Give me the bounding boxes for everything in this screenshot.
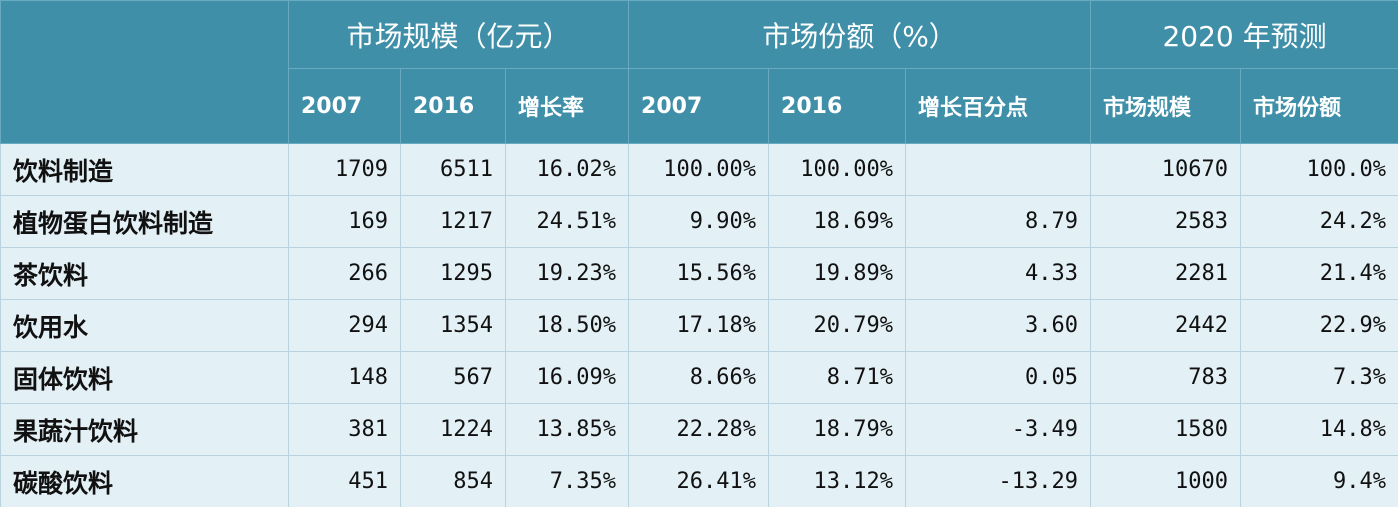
table-cell: 20.79%	[768, 299, 907, 352]
table-cell: 854	[400, 455, 506, 507]
table-cell: 24.51%	[504, 195, 630, 248]
table-cell: 266	[288, 247, 401, 300]
table-cell: 294	[288, 299, 401, 352]
table-cell: 19.89%	[768, 247, 907, 300]
table-cell: -13.29	[905, 455, 1092, 507]
table-cell: 1000	[1090, 455, 1242, 507]
group-header: 市场规模（亿元）	[287, 0, 630, 69]
table-cell: 1354	[400, 299, 506, 352]
table-cell: 2442	[1090, 299, 1242, 352]
table-cell: 8.79	[905, 195, 1092, 248]
table-cell: -3.49	[905, 403, 1092, 456]
column-header: 2007	[288, 68, 401, 144]
table-cell: 10670	[1090, 143, 1242, 196]
table-cell: 3.60	[905, 299, 1092, 352]
table-row: 碳酸饮料 451 854 7.35% 26.41% 13.12% -13.29 1000 9.4…	[0, 455, 1398, 507]
table-row: 果蔬汁饮料 381 1224 13.85% 22.28% 18.79% -3.49 1580 1…	[0, 403, 1398, 456]
column-header: 市场规模	[1090, 68, 1242, 144]
table-cell: 8.66%	[628, 351, 770, 404]
table-cell: 783	[1090, 351, 1242, 404]
table-cell: 24.2%	[1240, 195, 1398, 248]
table-cell: 26.41%	[628, 455, 770, 507]
table-cell: 7.3%	[1240, 351, 1398, 404]
table-cell: 21.4%	[1240, 247, 1398, 300]
table-cell: 169	[288, 195, 401, 248]
table-cell: 7.35%	[504, 455, 630, 507]
table-cell: 16.02%	[504, 143, 630, 196]
table-cell: 18.69%	[768, 195, 907, 248]
table-cell: 19.23%	[504, 247, 630, 300]
column-header: 增长率	[504, 68, 630, 144]
table-cell: 9.90%	[628, 195, 770, 248]
table-cell: 451	[288, 455, 401, 507]
table-row: 植物蛋白饮料制造 169 1217 24.51% 9.90% 18.69% 8.79 2583…	[0, 195, 1398, 248]
table-cell: 100.00%	[768, 143, 907, 196]
column-header: 市场份额	[1240, 68, 1398, 144]
table-cell: 148	[288, 351, 401, 404]
table-cell: 0.05	[905, 351, 1092, 404]
row-label: 果蔬汁饮料	[0, 403, 289, 456]
table-row: 固体饮料 148 567 16.09% 8.66% 8.71% 0.05 783 7.3%	[0, 351, 1398, 404]
column-header: 2007	[628, 68, 770, 144]
table-cell: 100.00%	[628, 143, 770, 196]
table-cell: 18.50%	[504, 299, 630, 352]
table-cell: 22.28%	[628, 403, 770, 456]
table-cell: 381	[288, 403, 401, 456]
table-cell: 22.9%	[1240, 299, 1398, 352]
group-header: 2020 年预测	[1090, 0, 1398, 69]
table-cell: 4.33	[905, 247, 1092, 300]
table-cell	[905, 143, 1092, 196]
table-cell: 2281	[1090, 247, 1242, 300]
table-row: 饮料制造 1709 6511 16.02% 100.00% 100.00% 10670 100…	[0, 143, 1398, 196]
table-cell: 567	[400, 351, 506, 404]
table-cell: 8.71%	[768, 351, 907, 404]
row-label: 茶饮料	[0, 247, 289, 300]
column-header: 增长百分点	[905, 68, 1092, 144]
table-cell: 13.85%	[504, 403, 630, 456]
table-cell: 1709	[288, 143, 401, 196]
row-label: 碳酸饮料	[0, 455, 289, 507]
row-label: 饮料制造	[0, 143, 289, 196]
row-label: 饮用水	[0, 299, 289, 352]
table-cell: 6511	[400, 143, 506, 196]
group-header: 市场份额（%）	[628, 0, 1092, 69]
table-cell: 100.0%	[1240, 143, 1398, 196]
corner-cell	[0, 0, 289, 144]
table-cell: 2583	[1090, 195, 1242, 248]
row-label: 固体饮料	[0, 351, 289, 404]
row-label: 植物蛋白饮料制造	[0, 195, 289, 248]
table-cell: 14.8%	[1240, 403, 1398, 456]
column-header: 2016	[400, 68, 506, 144]
table-cell: 15.56%	[628, 247, 770, 300]
table-row: 茶饮料 266 1295 19.23% 15.56% 19.89% 4.33 2281 21.4…	[0, 247, 1398, 300]
table-row: 饮用水 294 1354 18.50% 17.18% 20.79% 3.60 2442 22.9…	[0, 299, 1398, 352]
table-cell: 17.18%	[628, 299, 770, 352]
table-cell: 1295	[400, 247, 506, 300]
table-body: 饮料制造 1709 6511 16.02% 100.00% 100.00% 10670 100…	[0, 143, 1398, 507]
table-cell: 18.79%	[768, 403, 907, 456]
table-header: 市场规模（亿元） 市场份额（%） 2020 年预测 2007 2016 增长率 2007 2…	[0, 0, 1398, 144]
table-cell: 13.12%	[768, 455, 907, 507]
column-header: 2016	[768, 68, 907, 144]
table-cell: 9.4%	[1240, 455, 1398, 507]
table-cell: 1580	[1090, 403, 1242, 456]
table-cell: 1224	[400, 403, 506, 456]
table-cell: 16.09%	[504, 351, 630, 404]
table-cell: 1217	[400, 195, 506, 248]
